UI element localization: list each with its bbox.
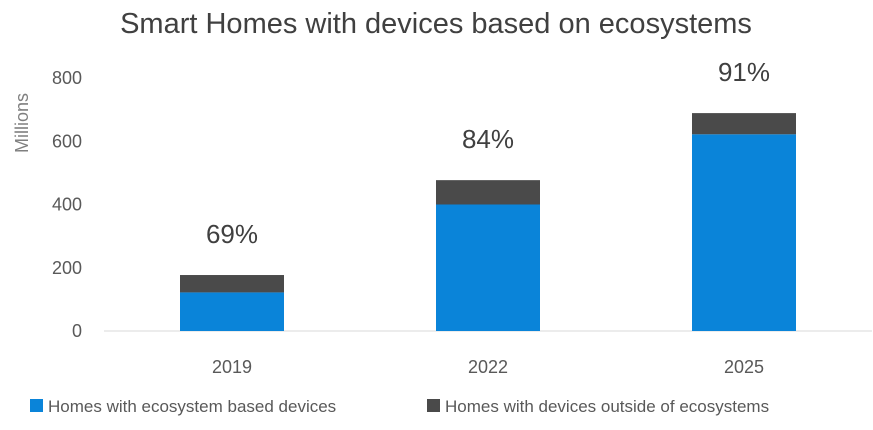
percent-data-label: 91% bbox=[718, 57, 770, 87]
bar-segment bbox=[436, 204, 540, 331]
bar-segment bbox=[692, 134, 796, 331]
legend-label: Homes with ecosystem based devices bbox=[48, 397, 336, 416]
y-tick-label: 800 bbox=[52, 68, 82, 88]
bar-segment bbox=[692, 113, 796, 135]
bar-segment bbox=[180, 292, 284, 331]
y-tick-label: 400 bbox=[52, 195, 82, 215]
legend: Homes with ecosystem based devices Homes … bbox=[30, 397, 769, 416]
chart-title: Smart Homes with devices based on ecosys… bbox=[120, 8, 752, 40]
x-tick-label: 2019 bbox=[212, 357, 252, 377]
data-labels-group: 69% 84% 91% bbox=[206, 57, 770, 249]
bar-segment bbox=[436, 180, 540, 205]
y-tick-label: 200 bbox=[52, 258, 82, 278]
y-tick-label: 0 bbox=[72, 321, 82, 341]
x-tick-label: 2022 bbox=[468, 357, 508, 377]
legend-swatch bbox=[427, 399, 440, 412]
bar-segment bbox=[180, 275, 284, 293]
y-axis-label: Millions bbox=[12, 93, 32, 153]
x-tick-label: 2025 bbox=[724, 357, 764, 377]
y-axis-ticks: 0 200 400 600 800 bbox=[52, 68, 82, 341]
bars-group bbox=[180, 113, 796, 331]
x-axis-ticks: 2019 2022 2025 bbox=[212, 357, 764, 377]
legend-swatch bbox=[30, 399, 43, 412]
percent-data-label: 69% bbox=[206, 219, 258, 249]
percent-data-label: 84% bbox=[462, 124, 514, 154]
y-tick-label: 600 bbox=[52, 131, 82, 151]
legend-label: Homes with devices outside of ecosystems bbox=[445, 397, 769, 416]
